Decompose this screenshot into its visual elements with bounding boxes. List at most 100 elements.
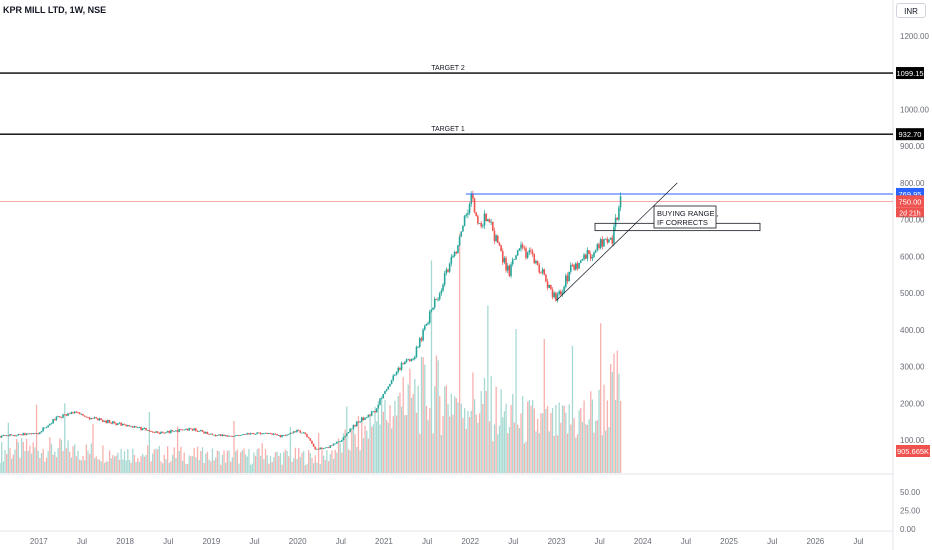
volume-bar [205, 453, 207, 473]
candle-body [236, 435, 239, 436]
candle-body [175, 430, 177, 432]
candle-body [170, 430, 172, 433]
volume-bar [394, 400, 396, 473]
candle-body [267, 433, 270, 434]
volume-bar [482, 403, 484, 473]
volume-bar [64, 403, 66, 473]
volume-bar [321, 449, 323, 473]
candle-body [258, 432, 260, 434]
candle-body [324, 447, 327, 449]
volume-bar [528, 399, 530, 473]
volume-bar [488, 421, 491, 473]
candle-body [483, 213, 486, 226]
candle-body [515, 255, 517, 260]
candle-body [560, 291, 562, 295]
volume-bar [389, 405, 391, 473]
volume-bar [596, 420, 599, 473]
volume-bar [258, 448, 260, 473]
volume-bar [555, 404, 557, 473]
volume-bar [133, 454, 136, 473]
candle-body [379, 398, 381, 405]
candle-body [543, 269, 546, 275]
candle-body [85, 416, 88, 418]
volume-bar [520, 413, 522, 473]
candle-body [272, 433, 275, 435]
volume-bar [155, 448, 157, 473]
volume-bar [223, 450, 225, 473]
candle-body [482, 225, 484, 227]
candle-body [63, 414, 66, 416]
candle-body [140, 427, 142, 431]
candle-body [281, 435, 283, 438]
volume-bar [377, 401, 380, 473]
candle-body [473, 198, 476, 213]
candle-body [254, 433, 257, 435]
time-tick: 2019 [202, 537, 220, 546]
volume-bar [293, 458, 295, 473]
candle-body [188, 428, 190, 431]
candle-body [352, 425, 355, 429]
price-axis: 1200.00 1000.00 900.00 800.00 700.00 600.00 50… [896, 32, 930, 534]
candle-body [39, 432, 41, 434]
volume-tag-text: 905.665K [897, 447, 929, 456]
volume-bar [54, 451, 56, 473]
volume-bar [19, 457, 21, 473]
candle-body [121, 423, 124, 426]
candle-body [541, 269, 544, 273]
candle-body [226, 435, 229, 437]
candle-body [390, 380, 393, 385]
candle-body [198, 431, 200, 432]
volume-bar [317, 433, 320, 473]
volume-bar [440, 435, 443, 473]
volume-bar [221, 454, 224, 473]
candle-body [326, 447, 328, 449]
volume-bar [273, 457, 275, 473]
volume-bar [551, 408, 554, 473]
volume-bar [439, 396, 441, 473]
volume-bar [369, 415, 371, 473]
candle-body [591, 256, 594, 259]
candle-body [355, 421, 358, 427]
volume-bar [218, 451, 220, 473]
volume-bar [619, 401, 622, 473]
volume-bar [558, 402, 560, 473]
volume-bar [123, 451, 126, 473]
candle-body [103, 420, 106, 422]
time-tick: 2017 [30, 537, 48, 546]
candle-body [604, 238, 607, 240]
volume-bar [508, 427, 511, 473]
candle-body [314, 446, 317, 450]
candle-body [248, 433, 250, 435]
volume-bar [472, 372, 474, 473]
candle-body [229, 435, 232, 437]
volume-bar [349, 450, 351, 473]
candle-body [243, 434, 245, 435]
candle-body [548, 284, 551, 288]
candle-body [151, 431, 154, 433]
candle-body [546, 281, 549, 288]
candle-body [375, 408, 378, 413]
volume-bar [576, 434, 579, 473]
currency-button[interactable]: INR [896, 3, 926, 18]
volume-bar [404, 415, 406, 473]
volume-bar [357, 415, 360, 473]
candle-body [214, 434, 217, 437]
volume-bar [14, 449, 16, 473]
volume-bar [609, 364, 612, 473]
volume-bar [477, 422, 479, 473]
candle-body [65, 414, 68, 416]
volume-bar [538, 433, 540, 473]
candle-body [311, 440, 313, 444]
candle-body [319, 447, 322, 450]
volume-bar [412, 393, 414, 473]
candle-body [475, 212, 478, 217]
candle-body [287, 434, 290, 435]
candle-body [204, 431, 207, 434]
candle-body [307, 436, 310, 439]
volume-bar [47, 451, 49, 473]
candle-body [29, 433, 31, 435]
candle-body [380, 398, 383, 400]
candle-body [88, 417, 91, 420]
candle-body [60, 417, 63, 419]
